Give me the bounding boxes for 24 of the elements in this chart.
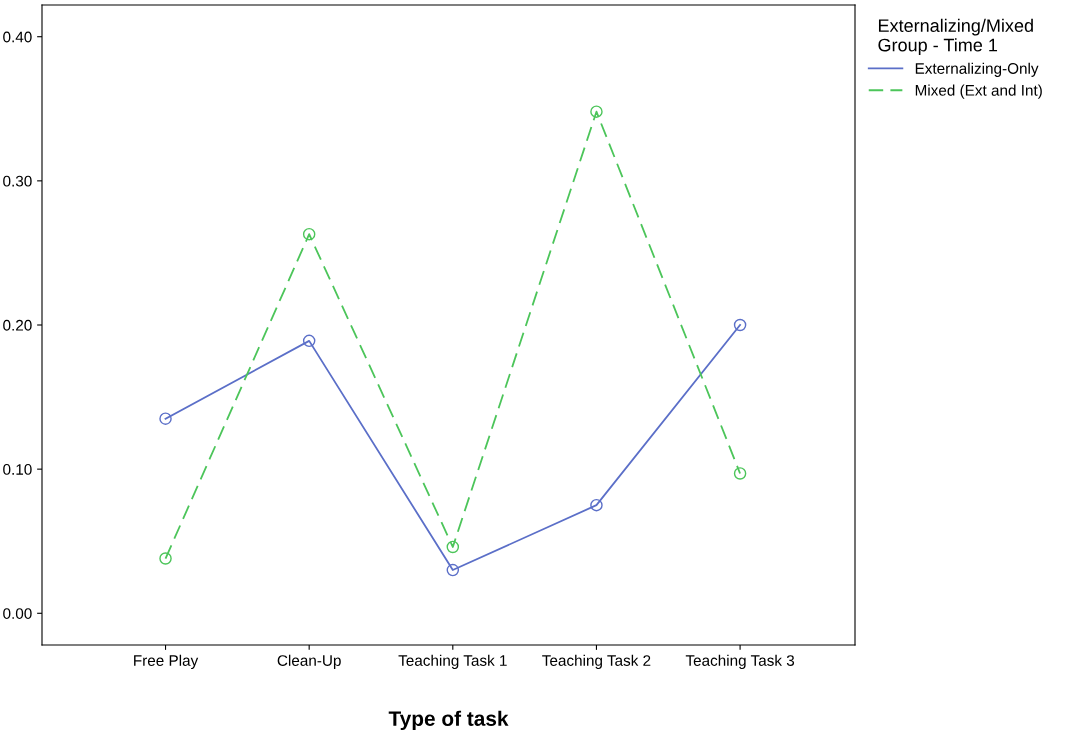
x-tick-label: Clean-Up [277,654,341,669]
x-axis-title: Type of task [388,710,509,731]
point [446,563,460,577]
point [302,227,316,241]
y-tick-label: 0.00 [3,608,32,619]
point [302,334,316,348]
point [590,498,603,512]
legend-label: Mixed (Ext and Int) [915,84,1042,99]
point [159,552,172,565]
x-tick-label: Teaching Task 1 [398,654,507,669]
legend-label: Externalizing-Only [915,62,1039,77]
y-tick-label: 0.20 [3,319,32,331]
point [733,318,747,332]
point [590,105,603,118]
point [446,540,460,554]
legend-title: Externalizing/Mixed Group - Time 1 [878,18,1033,56]
x-tick-label: Teaching Task 3 [685,654,795,669]
point [733,467,747,480]
y-tick-label: 0.40 [3,31,32,43]
y-tick-label: 0.30 [3,175,32,187]
y-tick-label: 0.10 [3,464,32,475]
x-tick-label: Teaching Task 2 [542,654,651,669]
x-tick-label: Free Play [134,654,199,669]
point [159,412,172,425]
